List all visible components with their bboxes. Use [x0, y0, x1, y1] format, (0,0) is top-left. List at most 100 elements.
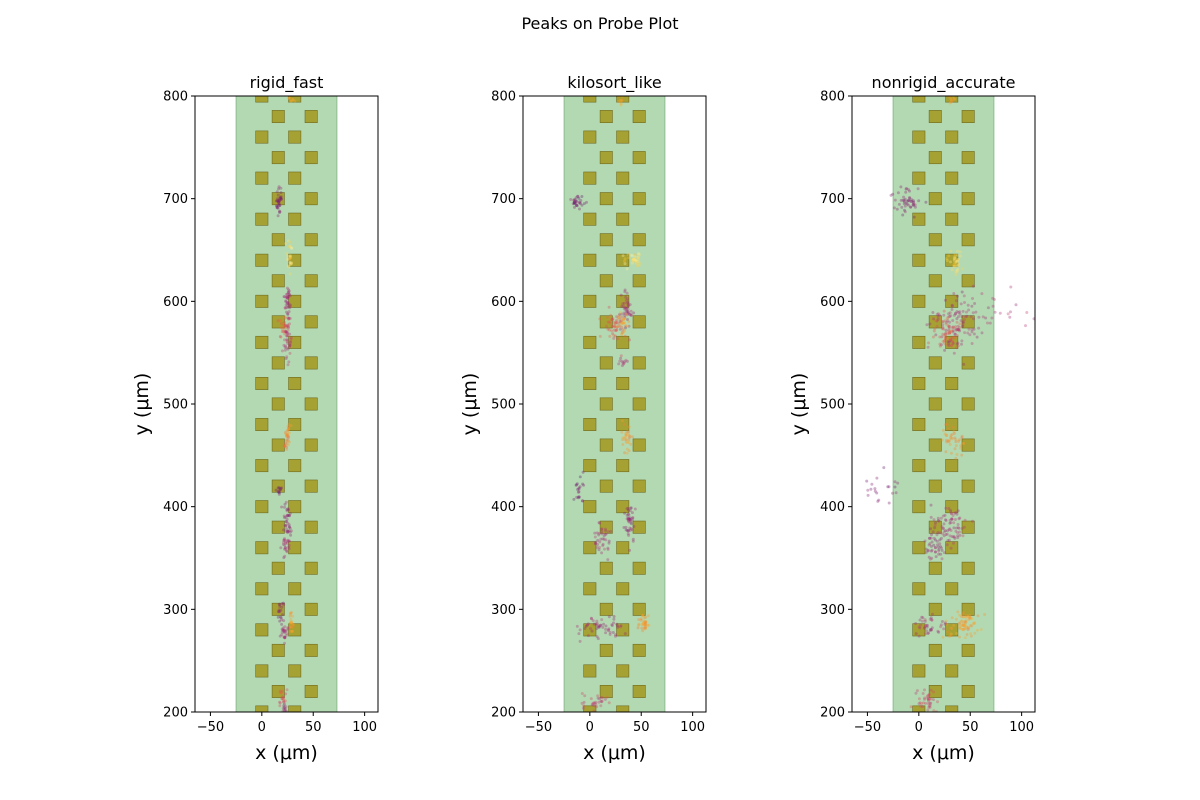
peak-point: [952, 535, 956, 539]
peak-point: [952, 265, 956, 268]
peak-point: [921, 692, 925, 695]
peak-point: [290, 246, 294, 250]
peak-point: [620, 333, 624, 337]
contact: [928, 643, 942, 657]
peak-point: [287, 529, 291, 533]
peak-point: [936, 545, 940, 549]
peak-point: [573, 198, 577, 201]
peak-point: [615, 622, 619, 626]
peak-point: [275, 190, 279, 194]
contact: [912, 335, 926, 349]
peak-point: [622, 301, 626, 305]
peak-point: [288, 340, 292, 344]
peak-point: [912, 204, 915, 207]
peak-point: [927, 631, 930, 635]
peak-point: [283, 306, 287, 310]
peak-point: [969, 315, 973, 319]
contact: [255, 294, 269, 308]
peak-point: [923, 697, 926, 701]
peak-point: [984, 316, 988, 320]
peak-point: [952, 623, 956, 627]
peak-point: [582, 483, 586, 487]
contact: [599, 110, 613, 123]
contact: [288, 541, 302, 555]
peak-point: [285, 296, 289, 300]
peak-point: [284, 444, 287, 448]
peak-point: [280, 695, 284, 699]
contact: [599, 356, 613, 370]
peak-point: [617, 316, 621, 320]
peak-point: [964, 615, 968, 619]
peak-point: [969, 616, 973, 620]
peak-point: [283, 320, 286, 324]
peak-point: [284, 520, 288, 524]
peak-point: [638, 253, 641, 256]
peak-point: [627, 430, 631, 434]
peak-point: [283, 346, 287, 349]
peak-point: [908, 199, 912, 203]
plot-area: [563, 96, 666, 712]
peak-point: [288, 614, 292, 618]
peak-point: [576, 488, 580, 491]
peak-point: [957, 624, 961, 628]
peak-point: [940, 438, 944, 442]
peak-point: [948, 635, 951, 638]
peak-point: [285, 517, 289, 521]
peak-point: [612, 617, 616, 621]
peak-point: [924, 550, 928, 554]
peak-point: [950, 344, 954, 348]
peak-point: [955, 328, 959, 332]
peak-point: [606, 327, 610, 331]
peak-point: [286, 239, 290, 243]
peak-point: [275, 206, 279, 210]
peak-point: [283, 709, 287, 712]
peak-point: [952, 326, 956, 330]
peak-point: [575, 203, 578, 207]
peak-point: [612, 621, 615, 625]
contact: [304, 479, 318, 493]
peak-point: [625, 267, 629, 271]
peak-point: [644, 627, 647, 631]
peak-point: [286, 433, 289, 437]
peak-point: [285, 632, 289, 636]
peak-point: [958, 516, 962, 520]
peak-point: [960, 315, 964, 319]
peak-point: [287, 317, 291, 320]
peak-point: [633, 254, 637, 258]
peak-point: [622, 306, 626, 310]
peak-point: [951, 425, 955, 429]
contact: [599, 438, 613, 452]
peak-point: [908, 196, 911, 200]
peak-point: [589, 627, 593, 631]
peak-point: [643, 622, 647, 626]
contact: [912, 705, 926, 712]
peak-point: [280, 689, 284, 693]
peak-point: [931, 612, 934, 616]
peak-point: [956, 328, 960, 332]
peak-point: [604, 532, 608, 536]
peak-point: [592, 622, 596, 626]
peak-point: [595, 546, 599, 549]
x-tick-label: 50: [633, 720, 650, 735]
contact: [632, 685, 646, 698]
peak-point: [946, 319, 950, 323]
peak-point: [962, 318, 966, 322]
peak-point: [284, 630, 288, 633]
peak-point: [934, 333, 938, 337]
peak-point: [930, 548, 934, 552]
peak-point: [288, 530, 292, 534]
contact: [632, 520, 646, 534]
peak-point: [629, 506, 633, 510]
peak-point: [286, 334, 290, 338]
peak-point: [625, 507, 629, 511]
peak-point: [287, 310, 291, 314]
peak-point: [285, 527, 288, 531]
peak-point: [956, 534, 960, 538]
peak-point: [624, 528, 628, 532]
contact: [912, 294, 926, 308]
peak-point: [955, 294, 959, 298]
peak-point: [941, 532, 945, 536]
peak-point: [955, 310, 959, 314]
peak-point: [944, 529, 947, 533]
peak-point: [287, 513, 291, 517]
